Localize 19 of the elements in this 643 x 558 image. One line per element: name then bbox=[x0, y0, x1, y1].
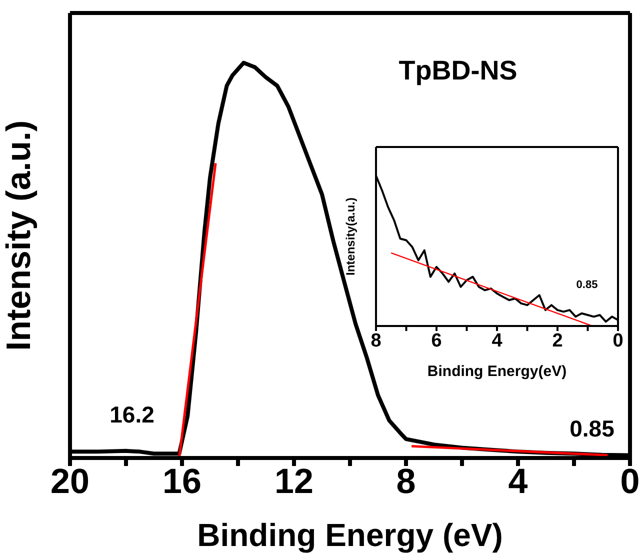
x-tick-label: 2 bbox=[552, 330, 563, 352]
annotation: 0.85 bbox=[576, 279, 598, 291]
chart-title: TpBD-NS bbox=[398, 56, 518, 86]
x-axis-title: Binding Energy (eV) bbox=[197, 517, 503, 553]
x-tick-label: 4 bbox=[492, 330, 503, 352]
x-tick-label: 8 bbox=[396, 462, 416, 501]
x-tick-label: 4 bbox=[508, 462, 528, 501]
x-tick-label: 0 bbox=[620, 462, 640, 501]
annotation: 16.2 bbox=[110, 402, 154, 428]
x-axis-title: Binding Energy(eV) bbox=[427, 363, 567, 380]
x-tick-label: 20 bbox=[50, 462, 90, 501]
y-axis-title: Intensity (a.u.) bbox=[0, 120, 38, 351]
annotation: 0.85 bbox=[570, 416, 614, 442]
x-tick-label: 12 bbox=[274, 462, 314, 501]
x-tick-label: 8 bbox=[370, 330, 382, 352]
y-axis-title: Intensity(a.u.) bbox=[343, 197, 358, 276]
x-tick-label: 6 bbox=[431, 330, 442, 352]
x-tick-label: 16 bbox=[162, 462, 202, 501]
x-tick-label: 0 bbox=[612, 330, 624, 352]
